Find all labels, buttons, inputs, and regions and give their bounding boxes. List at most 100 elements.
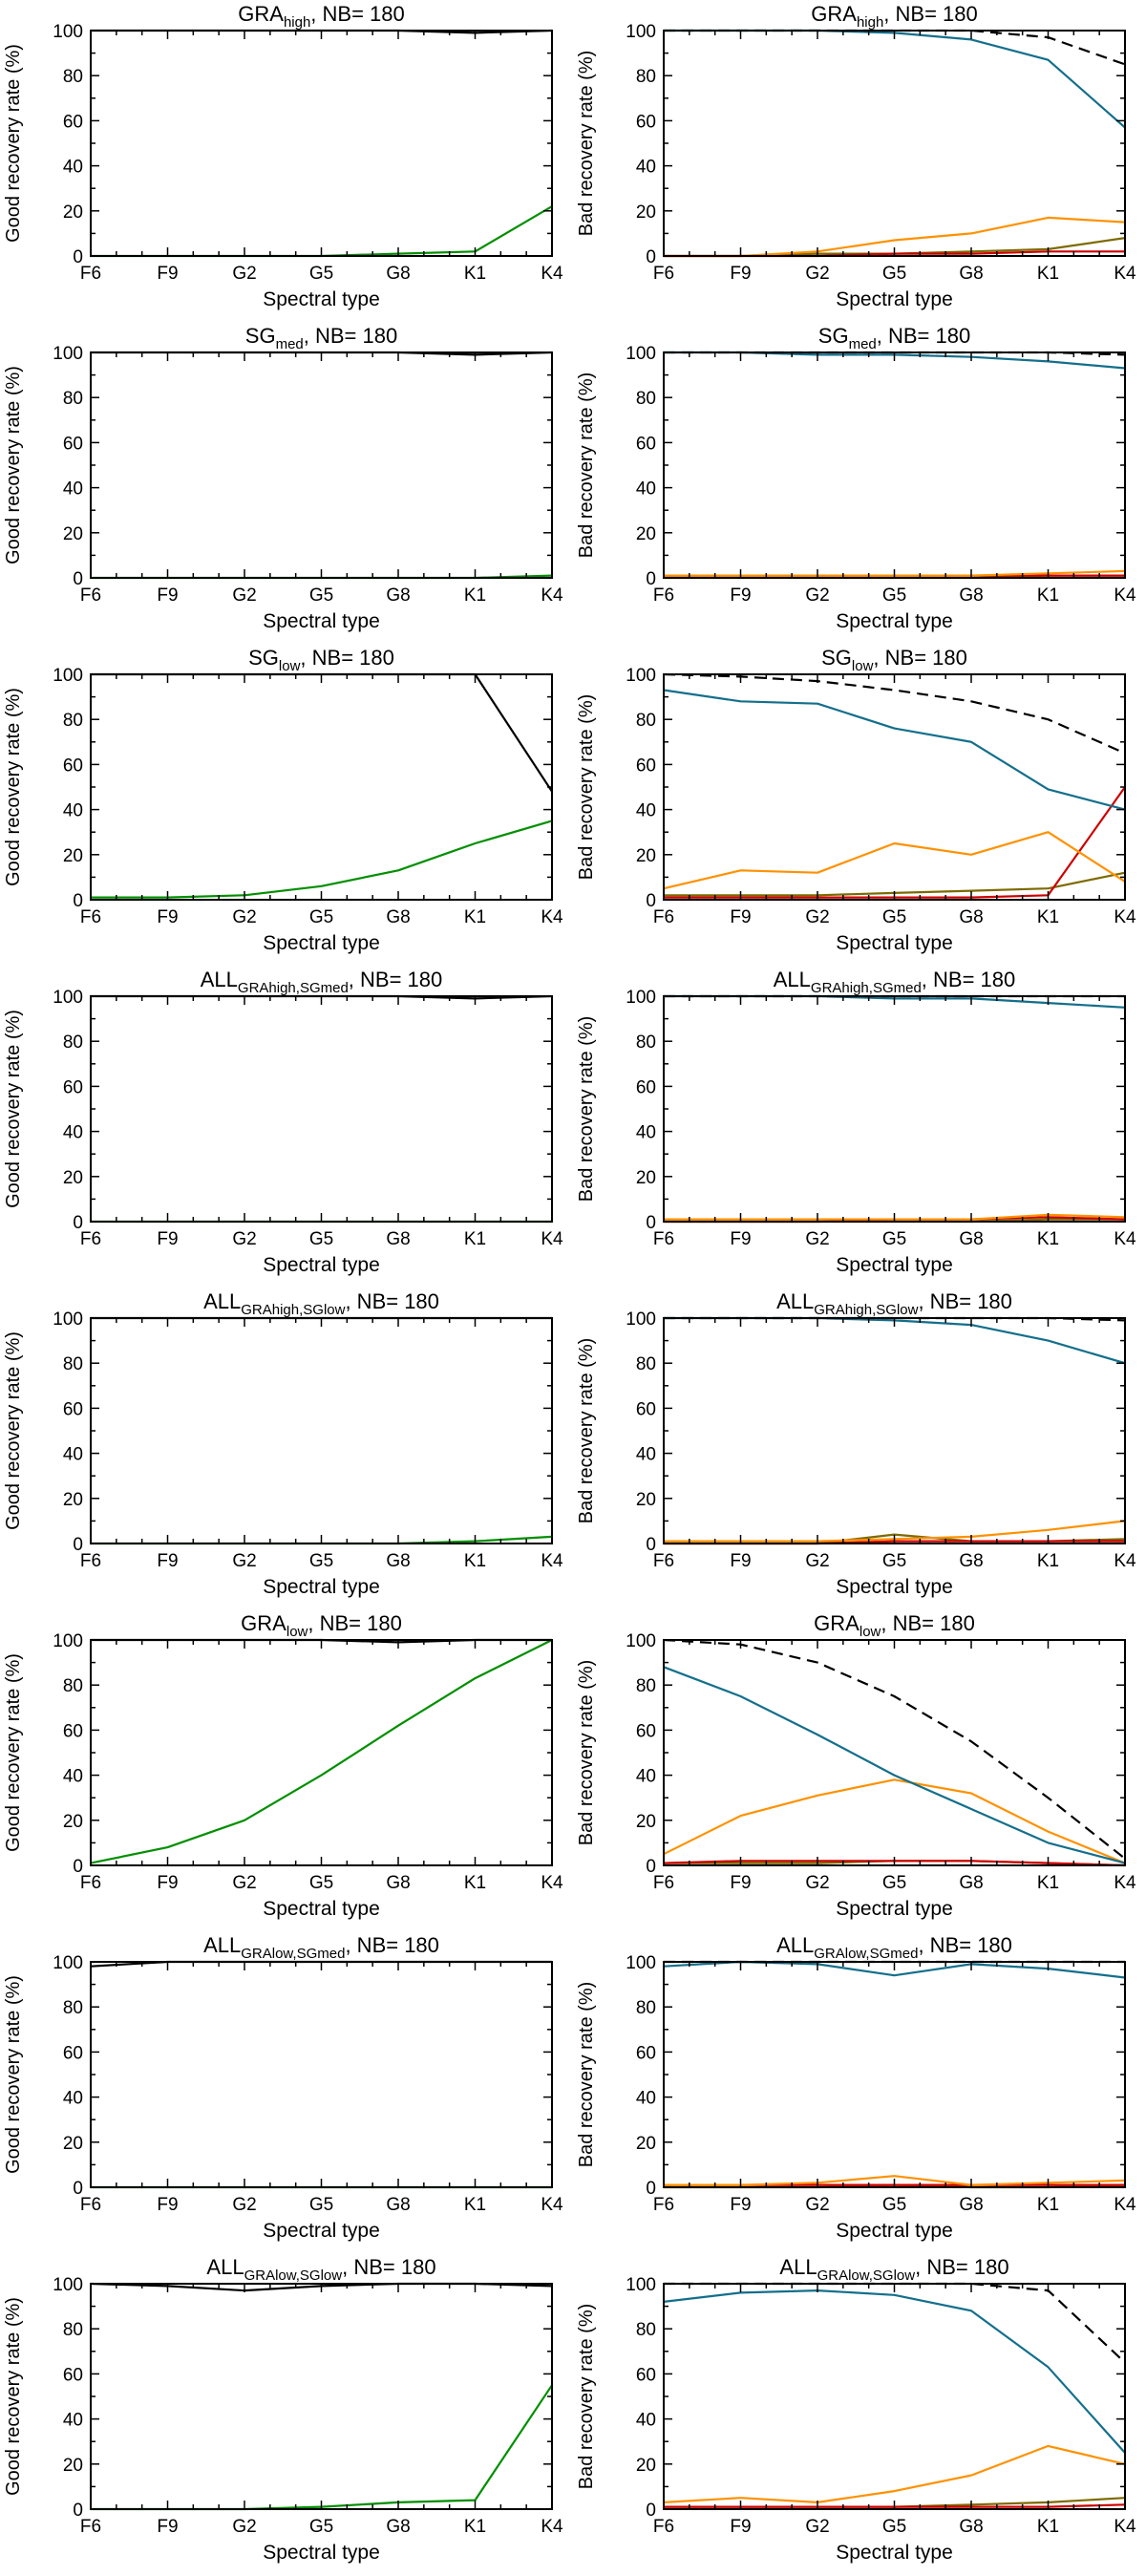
y-tick-label: 0: [73, 247, 83, 267]
x-tick-label: K1: [1037, 1873, 1059, 1893]
black-line: [91, 672, 553, 793]
y-tick-label: 60: [636, 2365, 656, 2385]
x-tick-label: K1: [1037, 1229, 1059, 1249]
x-tick-label: G2: [232, 264, 256, 284]
y-tick-label: 60: [63, 1721, 83, 1741]
x-tick-label: K4: [1114, 2517, 1136, 2537]
y-tick-label: 60: [636, 434, 656, 454]
subplot-title: ALLGRAlow,SGmed, NB= 180: [776, 1933, 1012, 1962]
green-line: [91, 2384, 553, 2511]
subplot-title: ALLGRAlow,SGlow, NB= 180: [779, 2255, 1008, 2284]
y-tick-label: 0: [646, 1857, 656, 1877]
teal-line: [663, 2289, 1126, 2454]
y-axis-label: Good recovery rate (%): [3, 688, 24, 886]
x-tick-label: G8: [386, 264, 410, 284]
x-tick-label: K1: [464, 907, 486, 927]
y-tick-label: 100: [53, 2275, 83, 2295]
y-axis-label: Good recovery rate (%): [3, 1975, 24, 2174]
y-tick-label: 100: [53, 1631, 83, 1651]
subplot-title: GRAlow, NB= 180: [814, 1611, 975, 1640]
x-tick-label: F6: [653, 585, 674, 606]
x-tick-label: K4: [541, 1873, 563, 1893]
y-tick-label: 80: [63, 1033, 83, 1053]
x-tick-label: F9: [730, 264, 751, 284]
y-tick-label: 60: [636, 1077, 656, 1097]
x-tick-label: K1: [1037, 2195, 1059, 2215]
y-tick-label: 0: [646, 247, 656, 267]
x-tick-label: G8: [959, 2195, 983, 2215]
x-tick-label: F9: [157, 585, 178, 606]
subplot-title: GRAhigh, NB= 180: [238, 2, 405, 31]
subplot-bad-GRAhigh: GRAhigh, NB= 180 Bad recovery rate (%) F6 F…: [576, 2, 1136, 310]
y-tick-label: 100: [626, 666, 656, 686]
y-tick-label: 40: [63, 1767, 83, 1787]
y-tick-label: 80: [636, 389, 656, 409]
x-tick-label: F6: [653, 2517, 674, 2537]
y-axis-label: Bad recovery rate (%): [576, 1016, 597, 1203]
subplot-title: SGmed, NB= 180: [245, 324, 397, 352]
y-axis-label: Bad recovery rate (%): [576, 2304, 597, 2490]
y-tick-label: 40: [636, 158, 656, 178]
y-tick-label: 20: [636, 2456, 656, 2476]
x-tick-label: K4: [1114, 907, 1136, 927]
axes-frame: [90, 1317, 553, 1544]
y-axis-label: Bad recovery rate (%): [576, 373, 597, 559]
teal-line: [663, 689, 1126, 811]
y-tick-label: 40: [63, 2411, 83, 2431]
x-tick-label: F6: [80, 1873, 101, 1893]
x-tick-label: F9: [157, 2195, 178, 2215]
y-tick-label: 100: [53, 666, 83, 686]
x-axis-label: Spectral type: [263, 2220, 380, 2242]
y-tick-label: 20: [63, 2456, 83, 2476]
y-tick-label: 20: [63, 1490, 83, 1510]
y-tick-label: 100: [626, 344, 656, 364]
green-line: [91, 820, 553, 899]
y-tick-label: 40: [636, 2411, 656, 2431]
y-tick-label: 80: [636, 1998, 656, 2018]
x-tick-label: G5: [882, 264, 906, 284]
x-tick-label: G5: [309, 264, 333, 284]
x-tick-label: G8: [386, 907, 410, 927]
y-tick-label: 20: [63, 202, 83, 223]
axes-frame: [90, 2283, 553, 2510]
axes-frame: [663, 2283, 1126, 2510]
axes-frame: [663, 351, 1126, 579]
x-tick-label: F6: [80, 2195, 101, 2215]
x-axis-label: Spectral type: [263, 1254, 380, 1276]
x-tick-label: G8: [959, 585, 983, 606]
y-tick-label: 0: [73, 1213, 83, 1233]
axes-frame: [663, 995, 1126, 1223]
x-tick-label: K1: [464, 2517, 486, 2537]
x-tick-label: K1: [464, 2195, 486, 2215]
x-tick-label: K1: [464, 1873, 486, 1893]
x-tick-label: G8: [386, 1229, 410, 1249]
x-tick-label: K4: [541, 2517, 563, 2537]
y-tick-label: 0: [73, 1857, 83, 1877]
teal-line: [663, 1666, 1126, 1864]
x-tick-label: F6: [653, 1551, 674, 1571]
y-tick-label: 100: [53, 22, 83, 42]
subplot-bad-GRAlow: GRAlow, NB= 180 Bad recovery rate (%) F6 F9…: [576, 1611, 1136, 1920]
y-tick-label: 40: [636, 1123, 656, 1143]
x-tick-label: G5: [309, 2195, 333, 2215]
y-tick-label: 60: [63, 434, 83, 454]
y-tick-label: 40: [636, 2089, 656, 2109]
x-tick-label: G8: [386, 1873, 410, 1893]
y-axis-label: Good recovery rate (%): [3, 44, 24, 243]
y-tick-label: 0: [646, 2179, 656, 2199]
subplot-good-ALL-GRAlow-SGlow: ALLGRAlow,SGlow, NB= 180 Good recovery ra…: [3, 2255, 563, 2564]
y-tick-label: 80: [63, 1998, 83, 2018]
y-tick-label: 20: [636, 524, 656, 544]
y-tick-label: 0: [646, 2501, 656, 2521]
x-tick-label: G5: [882, 1873, 906, 1893]
x-axis-label: Spectral type: [836, 1898, 953, 1920]
y-tick-label: 0: [73, 891, 83, 911]
x-tick-label: F9: [730, 2517, 751, 2537]
x-tick-label: K4: [1114, 264, 1136, 284]
x-tick-label: F6: [653, 907, 674, 927]
y-tick-label: 40: [636, 1767, 656, 1787]
x-tick-label: F6: [653, 1873, 674, 1893]
subplot-title: SGlow, NB= 180: [821, 646, 967, 674]
x-tick-label: F6: [653, 264, 674, 284]
x-tick-label: K1: [1037, 907, 1059, 927]
